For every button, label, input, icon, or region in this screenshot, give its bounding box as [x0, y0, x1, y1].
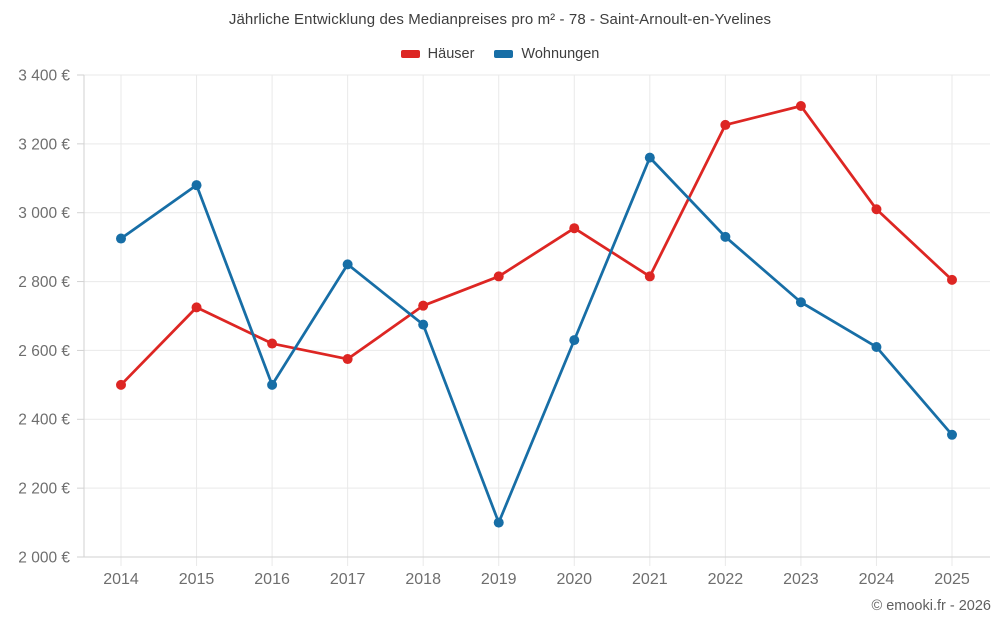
data-point-wohnungen-2019[interactable]: [493, 517, 504, 528]
y-axis-label-2600: 2 600 €: [18, 343, 70, 360]
y-axis-label-3200: 3 200 €: [18, 136, 70, 153]
data-point-haeuser-2016[interactable]: [267, 338, 278, 349]
y-axis-label-2200: 2 200 €: [18, 481, 70, 498]
y-axis-label-2000: 2 000 €: [18, 549, 70, 566]
chart-title: Jährliche Entwicklung des Medianpreises …: [228, 11, 772, 28]
data-point-haeuser-2014[interactable]: [116, 379, 126, 390]
legend-item-wohnungen[interactable]: Wohnungen: [494, 46, 599, 62]
legend-item-haeuser[interactable]: Häuser: [400, 46, 475, 62]
legend-swatch-haeuser-icon: [400, 50, 420, 58]
data-point-haeuser-2020[interactable]: [569, 223, 580, 234]
legend: Häuser Wohnungen: [0, 44, 1000, 64]
x-axis-label-2020: 2020: [556, 571, 592, 588]
data-point-haeuser-2021[interactable]: [644, 271, 655, 282]
x-axis-label-2021: 2021: [632, 571, 668, 588]
y-axis-label-3000: 3 000 €: [18, 205, 70, 222]
y-axis-label-2400: 2 400 €: [18, 412, 70, 429]
data-point-wohnungen-2016[interactable]: [267, 379, 278, 390]
data-point-wohnungen-2018[interactable]: [418, 319, 429, 330]
y-axis-label-2800: 2 800 €: [18, 274, 70, 291]
data-point-haeuser-2025[interactable]: [947, 274, 957, 285]
data-point-wohnungen-2014[interactable]: [116, 233, 126, 244]
x-axis-label-2024: 2024: [859, 571, 895, 588]
data-point-haeuser-2015[interactable]: [191, 302, 202, 313]
data-point-wohnungen-2022[interactable]: [720, 231, 731, 242]
x-axis-label-2025: 2025: [934, 571, 970, 588]
series-line-wohnungen: [119, 156, 954, 524]
attribution: © emooki.fr - 2026: [871, 598, 991, 614]
data-point-haeuser-2017[interactable]: [342, 354, 353, 365]
data-point-wohnungen-2017[interactable]: [342, 259, 353, 270]
data-point-haeuser-2019[interactable]: [493, 271, 504, 282]
x-axis-label-2019: 2019: [481, 571, 517, 588]
x-axis-label-2018: 2018: [405, 571, 441, 588]
x-axis-label-2015: 2015: [179, 571, 215, 588]
x-axis-label-2014: 2014: [103, 571, 139, 588]
data-point-wohnungen-2024[interactable]: [871, 341, 882, 352]
y-axis-label-3400: 3 400 €: [18, 67, 70, 84]
series-line-haeuser: [119, 104, 954, 387]
data-point-wohnungen-2021[interactable]: [644, 152, 655, 163]
data-point-wohnungen-2023[interactable]: [795, 297, 806, 308]
legend-label-haeuser: Häuser: [427, 46, 475, 62]
legend-label-wohnungen: Wohnungen: [521, 46, 600, 62]
data-point-haeuser-2023[interactable]: [795, 100, 806, 111]
data-point-wohnungen-2020[interactable]: [569, 335, 580, 346]
x-axis-label-2016: 2016: [254, 571, 290, 588]
x-axis-label-2023: 2023: [783, 571, 819, 588]
data-point-wohnungen-2015[interactable]: [191, 180, 202, 191]
x-axis-label-2017: 2017: [330, 571, 366, 588]
data-point-haeuser-2024[interactable]: [871, 204, 882, 215]
x-axis-label-2022: 2022: [708, 571, 744, 588]
data-point-wohnungen-2025[interactable]: [947, 429, 957, 440]
data-point-haeuser-2022[interactable]: [720, 119, 731, 130]
legend-swatch-wohnungen-icon: [494, 50, 514, 58]
data-point-haeuser-2018[interactable]: [418, 300, 429, 311]
